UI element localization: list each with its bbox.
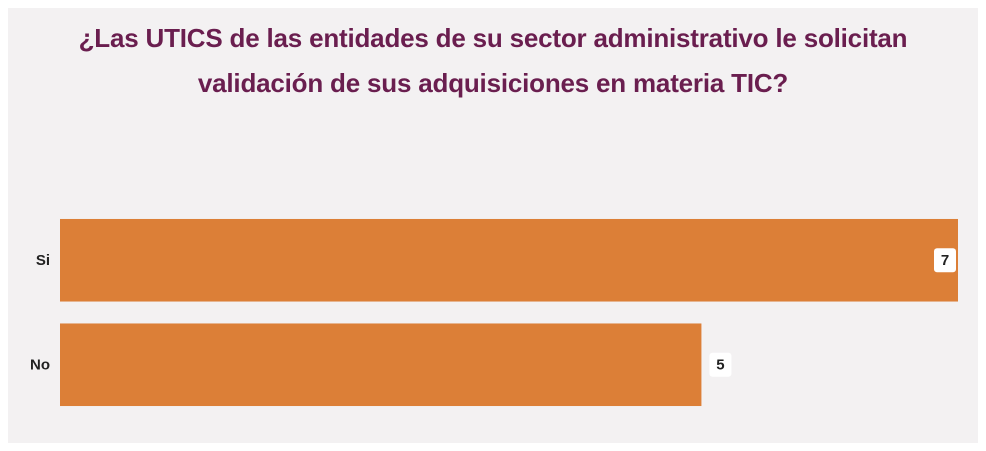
bar [60,218,958,302]
bar [60,323,702,407]
y-tick-label: Si [36,252,50,269]
value-label: 7 [941,252,949,269]
value-label: 5 [716,357,724,374]
value-label-box [934,248,956,273]
chart-title: ¿Las UTICS de las entidades de su sector… [78,23,908,98]
y-tick-label: No [30,357,50,374]
value-label-box [709,352,732,377]
